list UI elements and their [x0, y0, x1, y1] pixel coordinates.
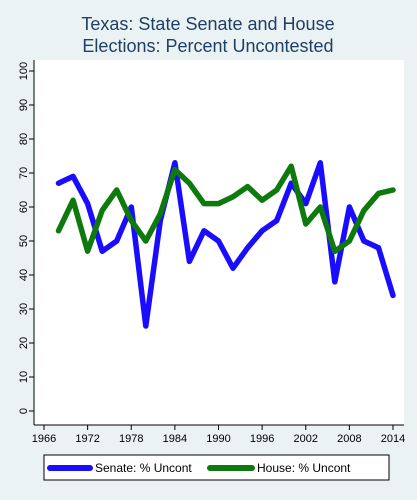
x-tick-label: 2002 [294, 433, 318, 445]
series-line-house [55, 163, 396, 254]
axes: 0 10 20 30 40 50 60 70 80 90 100 1966 1972 1978 1984 19… [18, 60, 405, 445]
x-tick-label: 1972 [75, 433, 99, 445]
x-tick-label: 2014 [381, 433, 405, 445]
x-tick-label: 1996 [250, 433, 274, 445]
y-tick-label: 60 [18, 201, 30, 213]
legend-label: House: % Uncont [257, 461, 351, 475]
y-tick-label: 10 [18, 371, 30, 383]
y-tick-label: 20 [18, 337, 30, 349]
series-lines [55, 160, 396, 329]
chart-title-line-1: Texas: State Senate and House [81, 14, 334, 34]
x-tick-label: 1978 [119, 433, 143, 445]
y-tick-label: 40 [18, 269, 30, 281]
x-tick-label: 1990 [206, 433, 230, 445]
x-tick-label: 2008 [337, 433, 361, 445]
y-tick-label: 90 [18, 99, 30, 111]
y-tick-label: 0 [18, 408, 30, 414]
y-tick-label: 70 [18, 167, 30, 179]
series-line-senate [55, 160, 396, 329]
chart-title-line-2: Elections: Percent Uncontested [82, 36, 333, 56]
x-tick-label: 1966 [32, 433, 56, 445]
x-tick-label: 1984 [163, 433, 187, 445]
y-tick-label: 80 [18, 133, 30, 145]
legend-label: Senate: % Uncont [95, 461, 192, 475]
legend: Senate: % Uncont House: % Uncont [43, 454, 390, 481]
y-tick-label: 30 [18, 303, 30, 315]
y-tick-label: 100 [18, 62, 30, 80]
y-tick-label: 50 [18, 235, 30, 247]
